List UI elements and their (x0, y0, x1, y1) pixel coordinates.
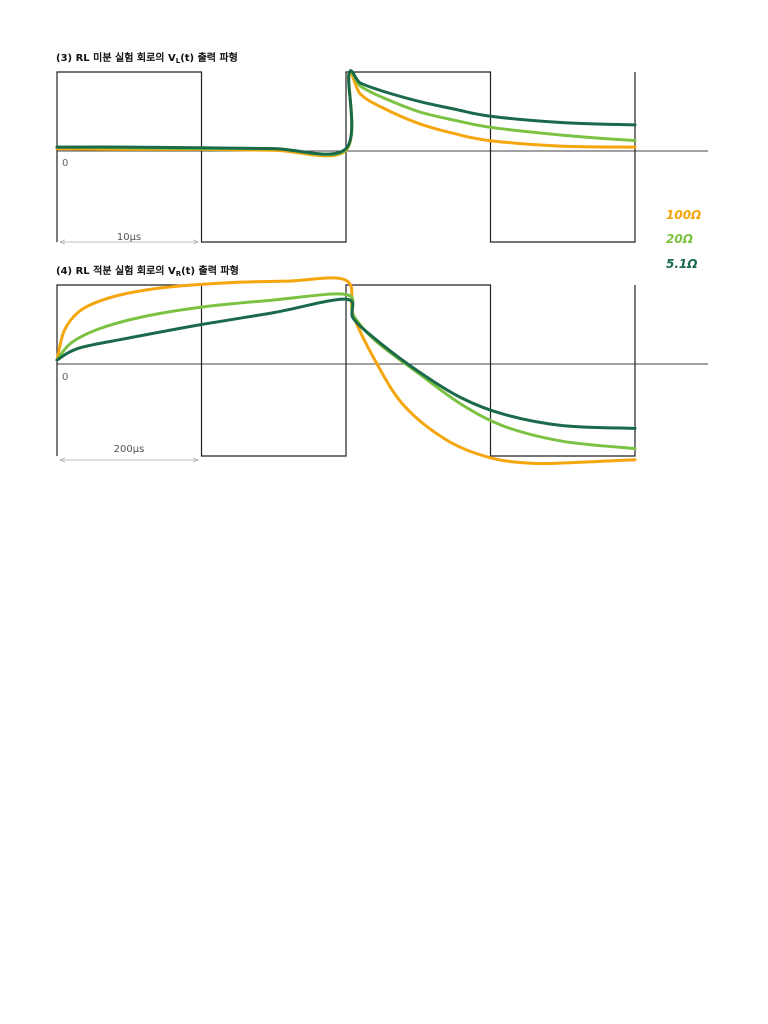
legend-item-5-1-ohm: 5.1Ω (666, 257, 697, 271)
legend-item-100-ohm: 100Ω (666, 208, 701, 222)
zero-label: 0 (62, 372, 68, 383)
legend: 100Ω 20Ω 5.1Ω (666, 208, 701, 271)
zero-label: 0 (62, 158, 68, 169)
plot-area (55, 69, 708, 243)
period-label: 200μs (114, 444, 145, 455)
series-line-5-1-ohm (55, 297, 637, 430)
period-label: 10μs (117, 232, 141, 243)
series-line-5-1-ohm (55, 69, 637, 156)
input-square-wave (56, 71, 636, 243)
diagram-title: (4) RL 적분 실험 회로의 VR(t) 출력 파형 (56, 264, 239, 278)
legend-item-20-ohm: 20Ω (666, 232, 693, 246)
input-square-wave (56, 284, 636, 457)
series-line-100-ohm (55, 276, 637, 466)
diagram-integrator: (4) RL 적분 실험 회로의 VR(t) 출력 파형 0 200μs (55, 264, 708, 466)
diagram-title: (3) RL 미분 실험 회로의 VL(t) 출력 파형 (56, 51, 238, 65)
diagram-differentiator: (3) RL 미분 실험 회로의 VL(t) 출력 파형 0 10μs (55, 51, 708, 243)
plot-area (55, 276, 708, 466)
